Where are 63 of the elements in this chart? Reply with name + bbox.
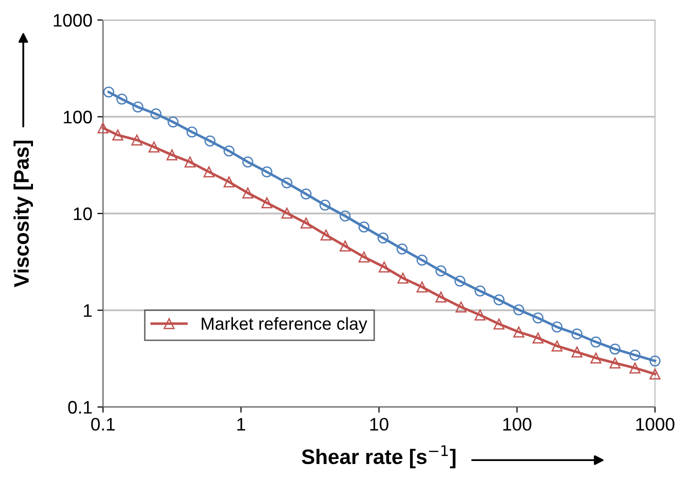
point [629, 350, 640, 361]
point [456, 302, 467, 313]
point [532, 332, 544, 344]
y-tick-label: 100 [64, 110, 92, 124]
point [203, 166, 214, 178]
point [397, 272, 408, 284]
point [629, 362, 640, 374]
point [513, 304, 524, 316]
point [184, 156, 196, 168]
point [340, 210, 351, 222]
legend-label: Market reference clay [202, 317, 368, 334]
point [261, 197, 272, 208]
point [650, 355, 660, 366]
point [610, 358, 620, 368]
point [358, 252, 370, 262]
y-tick-label: 0.1 [68, 400, 92, 414]
point [590, 336, 602, 348]
point [319, 200, 330, 211]
point [435, 265, 446, 276]
x-axis-title: Shear rate [s$^{−1}$] [302, 445, 456, 468]
point [378, 262, 390, 272]
x-tick-label: 1000 [636, 418, 674, 431]
point [300, 217, 312, 228]
point [242, 187, 254, 198]
point [281, 177, 292, 188]
y-tick-label: 10 [74, 207, 92, 220]
point [416, 281, 428, 292]
point [300, 188, 312, 200]
y-axis-title: Viscosity [Pas] [14, 140, 33, 288]
point [454, 276, 466, 287]
point [378, 232, 389, 244]
point [320, 229, 332, 240]
x-tick-label: 1 [237, 418, 246, 430]
point [340, 240, 351, 252]
point [224, 145, 235, 156]
point [571, 328, 582, 340]
point [242, 156, 254, 168]
point [166, 149, 178, 160]
x-tick-label: 10 [370, 418, 388, 431]
point [474, 310, 486, 320]
point [494, 318, 505, 330]
point [552, 340, 563, 352]
point [261, 166, 272, 178]
point [435, 292, 446, 303]
point [590, 352, 602, 364]
point [552, 322, 563, 332]
point [416, 254, 428, 266]
point [571, 346, 582, 358]
point [532, 312, 544, 324]
point [358, 222, 370, 232]
point [494, 294, 505, 306]
point [513, 326, 524, 338]
x-tick-label: 0.1 [91, 418, 115, 431]
point [204, 136, 216, 147]
point [610, 344, 620, 355]
point [281, 208, 292, 219]
y-tick-label: 1 [84, 304, 92, 317]
point [396, 243, 408, 254]
point [224, 176, 235, 188]
x-tick-label: 100 [503, 418, 532, 431]
point [650, 368, 660, 380]
y-tick-label: 1000 [54, 14, 92, 27]
point [474, 286, 486, 297]
